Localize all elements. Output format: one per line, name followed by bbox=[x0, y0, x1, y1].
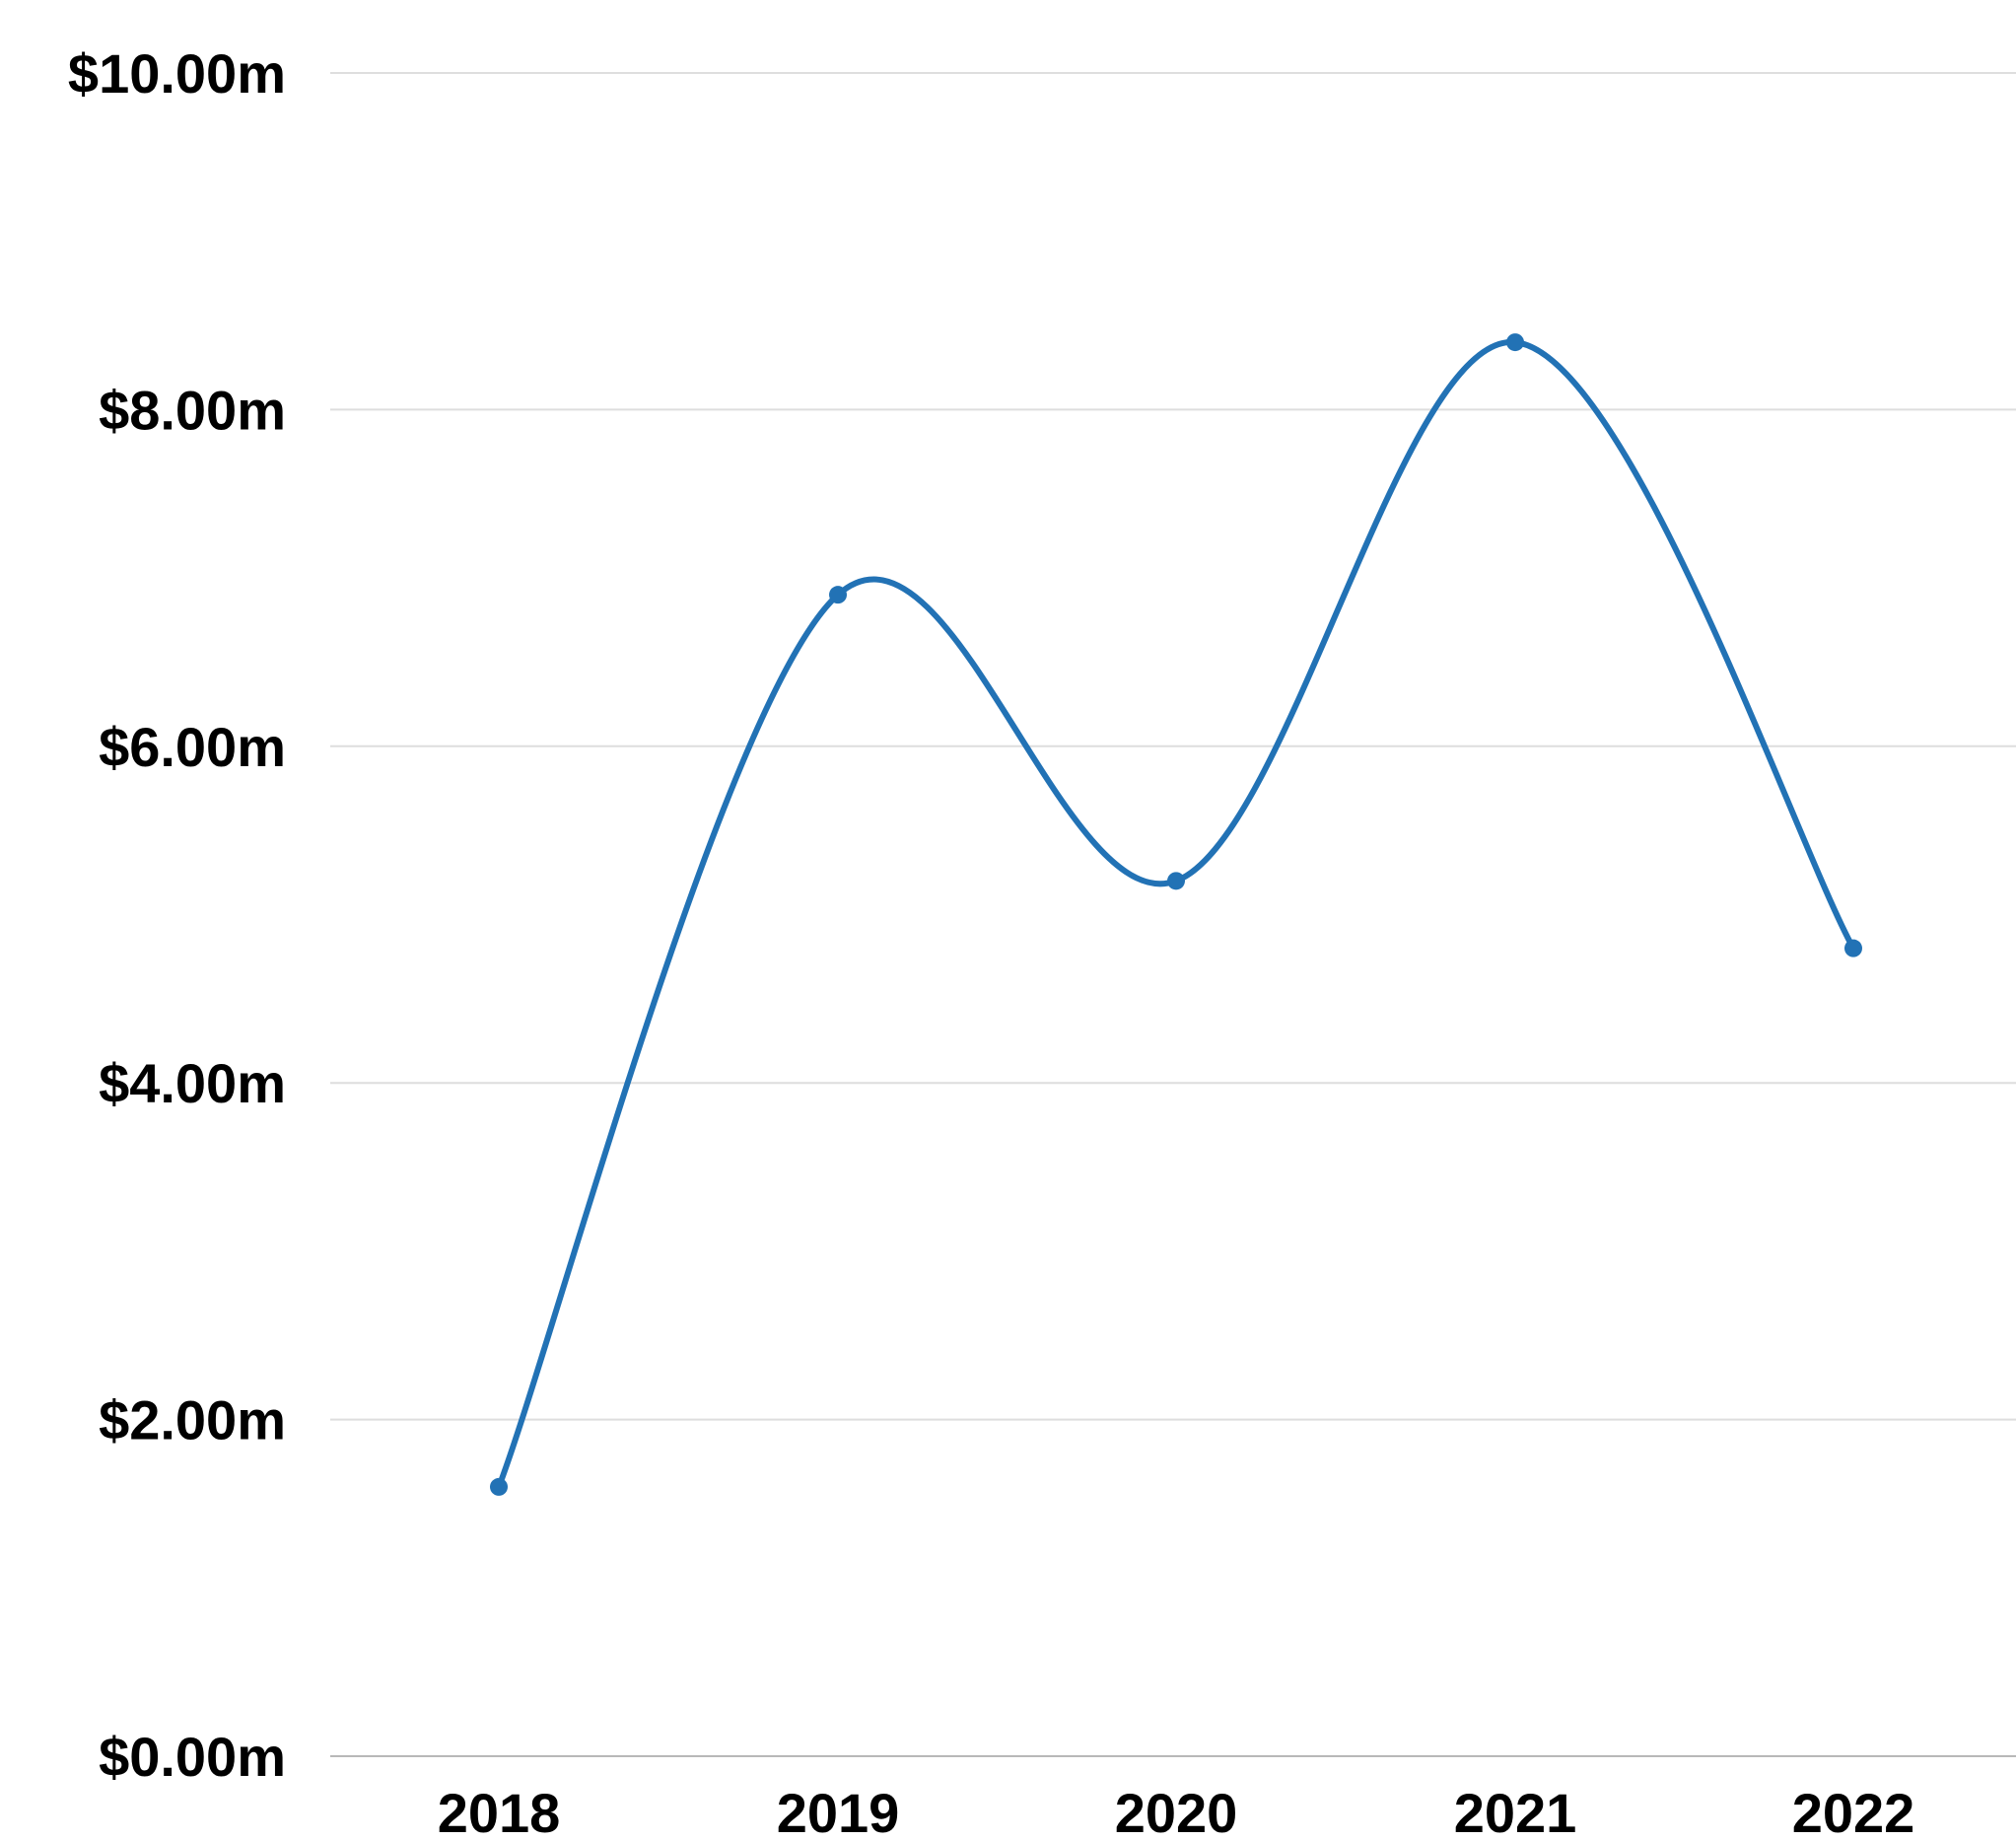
y-tick-label: $0.00m bbox=[99, 1726, 286, 1788]
y-tick-label: $2.00m bbox=[99, 1389, 286, 1452]
data-point-2021[interactable] bbox=[1506, 333, 1524, 352]
x-tick-label: 2020 bbox=[1115, 1782, 1238, 1836]
x-tick-label: 2018 bbox=[438, 1782, 561, 1836]
x-axis-tick-labels: 2018 2019 2020 2021 2022 bbox=[438, 1782, 1915, 1841]
x-tick-label: 2021 bbox=[1454, 1782, 1577, 1836]
y-tick-label: $6.00m bbox=[99, 716, 286, 778]
series-layer bbox=[490, 333, 1862, 1496]
data-point-2020[interactable] bbox=[1167, 872, 1185, 890]
y-tick-label: $4.00m bbox=[99, 1052, 286, 1114]
y-axis-tick-labels: $0.00m $2.00m $4.00m $6.00m $8.00m $10.00m bbox=[68, 42, 286, 1788]
gridlines bbox=[330, 72, 2016, 1757]
x-tick-label: 2019 bbox=[777, 1782, 900, 1836]
x-tick-label: 2022 bbox=[1792, 1782, 1915, 1836]
series-line bbox=[496, 339, 1856, 1490]
data-point-2018[interactable] bbox=[490, 1477, 508, 1496]
y-tick-label: $10.00m bbox=[68, 42, 286, 105]
data-point-2019[interactable] bbox=[829, 586, 847, 604]
y-tick-label: $8.00m bbox=[99, 379, 286, 441]
data-point-2022[interactable] bbox=[1844, 939, 1862, 957]
